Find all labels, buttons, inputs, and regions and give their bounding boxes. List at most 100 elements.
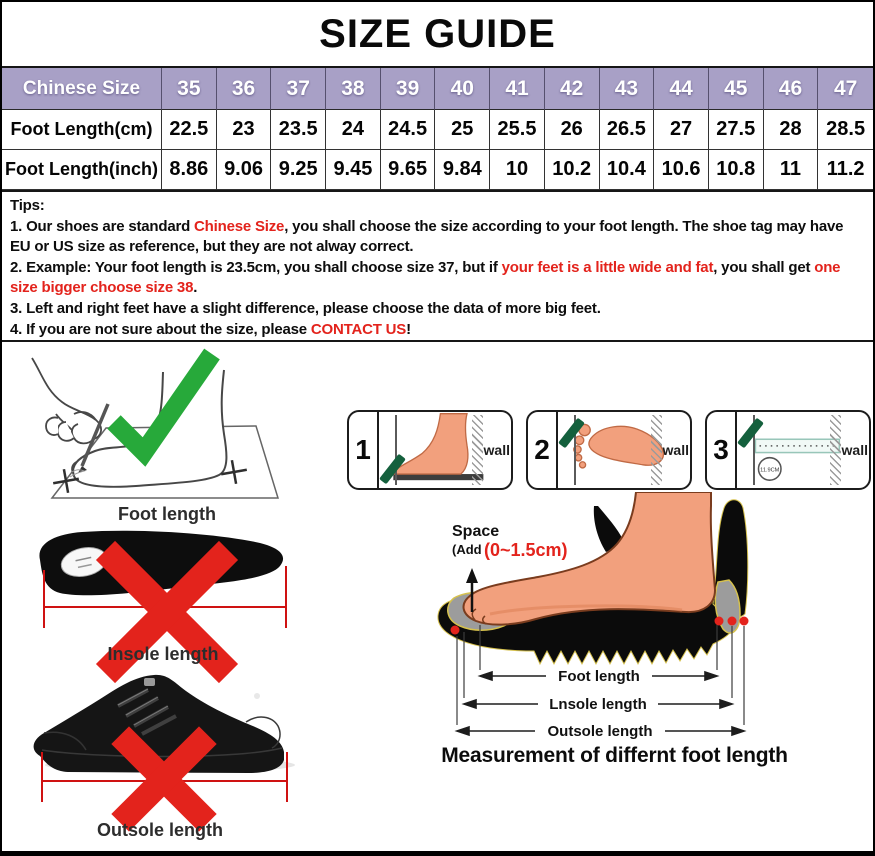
outsole-length-label: Outsole length bbox=[97, 820, 223, 840]
foot-side-art bbox=[393, 413, 484, 481]
lace-lock bbox=[144, 678, 155, 686]
value-cell: 23 bbox=[216, 110, 272, 150]
value-cell: 28 bbox=[763, 110, 819, 150]
foot-length-label: Foot length bbox=[118, 504, 216, 524]
insole-length-label: Insole length bbox=[107, 644, 219, 664]
value-cell: 26.5 bbox=[599, 110, 655, 150]
value-cell: 11.2 bbox=[818, 150, 873, 190]
value-cell: 9.45 bbox=[326, 150, 381, 190]
value-cell: 10.4 bbox=[599, 150, 655, 190]
foot-shading bbox=[489, 604, 683, 616]
tip-segment: . bbox=[193, 279, 198, 297]
toe-cap-line bbox=[43, 731, 87, 751]
tip-segment: one bbox=[814, 258, 841, 276]
wall-label: wall bbox=[662, 442, 689, 458]
measure-start-line bbox=[574, 415, 576, 485]
value-cell: 25 bbox=[435, 110, 491, 150]
space-label: Space bbox=[452, 523, 499, 540]
figures-section: Foot length Insole length bbox=[2, 342, 873, 851]
value-cell: 9.06 bbox=[216, 150, 272, 190]
diagram-caption: Measurement of differnt foot length bbox=[441, 744, 788, 767]
lace-highlights bbox=[117, 688, 169, 726]
wall-label: wall bbox=[841, 442, 868, 458]
heel-collar-line bbox=[245, 716, 281, 749]
value-cell: 27.5 bbox=[708, 110, 764, 150]
value-cell: 9.25 bbox=[271, 150, 327, 190]
tip-segment: , you shall choose the size according to… bbox=[284, 217, 844, 235]
value-cell: 10 bbox=[490, 150, 545, 190]
panel-body: wall bbox=[558, 412, 690, 488]
value-cell: 10.6 bbox=[654, 150, 709, 190]
hand-sketch bbox=[31, 357, 102, 445]
measure-step-panel-1: 1 wall bbox=[347, 410, 513, 490]
heel-cross-mark bbox=[220, 459, 248, 485]
panel-number: 3 bbox=[707, 412, 737, 488]
size-guide-title: SIZE GUIDE bbox=[319, 11, 556, 56]
tip-segment: your feet is a little wide and fat bbox=[501, 258, 714, 276]
measure-arrows bbox=[454, 670, 747, 737]
value-cell: 9.84 bbox=[435, 150, 491, 190]
value-cell: 28.5 bbox=[818, 110, 873, 150]
size-header-cell: 42 bbox=[544, 68, 600, 110]
foot-silhouette bbox=[462, 492, 717, 626]
foot-measurement-diagram: Foot length Lnsole length Outsole length… bbox=[437, 492, 749, 740]
value-cell: 11 bbox=[763, 150, 819, 190]
panel-number: 1 bbox=[349, 412, 379, 488]
sole-edge-line bbox=[41, 747, 283, 758]
value-cell: 8.86 bbox=[162, 150, 217, 190]
space-up-arrow bbox=[466, 568, 478, 612]
size-table: Chinese Size 35 36 37 38 39 40 41 42 43 44 45 46 47 Fo… bbox=[2, 66, 873, 192]
wall-hatch bbox=[830, 415, 841, 485]
tip-line: size bigger choose size 38. bbox=[10, 278, 863, 299]
add-label: (Add bbox=[452, 542, 482, 557]
insole-figure bbox=[39, 530, 287, 684]
tip-line: 1. Our shoes are standard Chinese Size, … bbox=[10, 217, 863, 238]
green-checkmark-icon bbox=[107, 348, 220, 467]
tip-segment: 2. Example: Your foot length is 23.5cm, … bbox=[10, 258, 502, 276]
tip-segment: 1. Our shoes are standard bbox=[10, 217, 195, 235]
red-x-mark bbox=[111, 726, 217, 832]
diagram-outsole-length-label: Outsole length bbox=[548, 723, 653, 740]
measure-step-panels: 1 wall 2 bbox=[347, 410, 871, 490]
wall-hatch bbox=[472, 415, 483, 485]
tip-segment: EU or US size as reference, but they are… bbox=[10, 238, 414, 256]
measure-step-panel-3: 3 11.9CM wall bbox=[705, 410, 871, 490]
value-cell: 24.5 bbox=[380, 110, 436, 150]
ruler-art: 11.9CM bbox=[754, 438, 841, 481]
measure-step-panel-2: 2 wall bbox=[526, 410, 692, 490]
tip-segment: CONTACT US bbox=[310, 320, 407, 338]
row-label-cell: Foot Length(inch) bbox=[2, 150, 162, 190]
size-header-cell: 39 bbox=[380, 68, 436, 110]
laces bbox=[117, 688, 177, 736]
tip-line: EU or US size as reference, but they are… bbox=[10, 237, 863, 258]
measure-start-line bbox=[395, 415, 397, 485]
size-header-cell: 41 bbox=[490, 68, 545, 110]
value-cell: 26 bbox=[544, 110, 600, 150]
value-cell: 10.8 bbox=[708, 150, 764, 190]
row-label-cell: Foot Length(cm) bbox=[2, 110, 162, 150]
size-header-cell: 43 bbox=[599, 68, 655, 110]
tip-segment: ! bbox=[406, 320, 411, 338]
ruler-note: 11.9CM bbox=[760, 467, 780, 473]
pencil-tip bbox=[78, 466, 87, 473]
value-cell: 25.5 bbox=[490, 110, 545, 150]
size-header-cell: 36 bbox=[216, 68, 272, 110]
value-cell: 9.65 bbox=[380, 150, 436, 190]
toe-cross-mark bbox=[52, 468, 80, 494]
value-cell: 10.2 bbox=[544, 150, 600, 190]
space-range-label: (0~1.5cm) bbox=[484, 540, 568, 560]
tip-segment: 4. If you are not sure about the size, p… bbox=[10, 320, 311, 338]
value-cell: 23.5 bbox=[271, 110, 327, 150]
measure-start-line bbox=[753, 415, 755, 485]
size-header-cell: 44 bbox=[654, 68, 709, 110]
size-header-cell: 47 bbox=[818, 68, 873, 110]
heel-logo-dot bbox=[254, 693, 260, 699]
tip-segment: Chinese Size bbox=[194, 217, 285, 235]
red-x-mark bbox=[95, 540, 239, 684]
foot-sole-art bbox=[573, 423, 665, 469]
measure-point-dots bbox=[450, 616, 749, 635]
tip-line: 4. If you are not sure about the size, p… bbox=[10, 320, 863, 341]
toe-detail-lines bbox=[471, 608, 487, 625]
insole-logo bbox=[60, 546, 108, 578]
